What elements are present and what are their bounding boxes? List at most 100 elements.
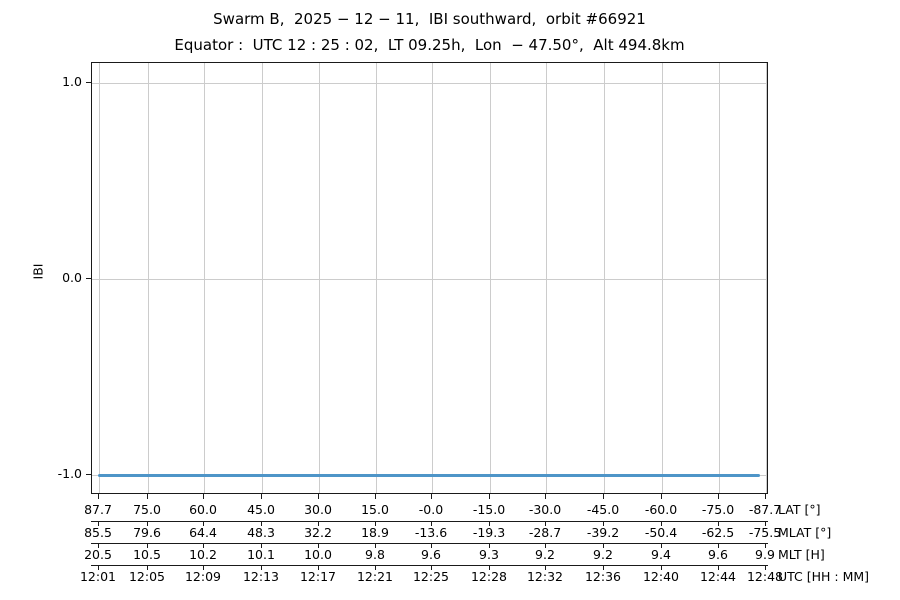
x-gridline bbox=[99, 63, 100, 493]
x-tick-mark bbox=[765, 543, 766, 548]
x-tick-mark bbox=[545, 521, 546, 526]
x-tick-mark bbox=[661, 494, 662, 499]
x-tick-mark bbox=[261, 543, 262, 548]
x-tick-label: 79.6 bbox=[133, 525, 161, 540]
x-tick-label: 9.8 bbox=[365, 547, 385, 562]
x-axis-row-name: LAT [°] bbox=[778, 502, 821, 517]
x-tick-label: 12:32 bbox=[526, 569, 564, 584]
x-tick-label: -39.2 bbox=[586, 525, 620, 540]
x-tick-label: -60.0 bbox=[644, 502, 678, 517]
x-tick-mark bbox=[261, 565, 262, 570]
x-gridline bbox=[546, 63, 547, 493]
x-tick-label: 18.9 bbox=[361, 525, 389, 540]
x-tick-label: 12:09 bbox=[184, 569, 222, 584]
x-tick-mark bbox=[431, 521, 432, 526]
x-gridline bbox=[148, 63, 149, 493]
y-tick-mark bbox=[86, 278, 91, 279]
x-tick-label: 60.0 bbox=[189, 502, 217, 517]
x-gridline bbox=[319, 63, 320, 493]
x-tick-label: -13.6 bbox=[414, 525, 448, 540]
x-tick-mark bbox=[489, 543, 490, 548]
x-tick-mark bbox=[147, 494, 148, 499]
x-tick-mark bbox=[545, 543, 546, 548]
x-tick-mark bbox=[98, 543, 99, 548]
y-tick-label: -1.0 bbox=[57, 466, 82, 482]
x-tick-mark bbox=[98, 494, 99, 499]
x-tick-label: -30.0 bbox=[528, 502, 562, 517]
x-tick-label: -87.7 bbox=[748, 502, 782, 517]
x-tick-mark bbox=[603, 494, 604, 499]
x-gridline bbox=[662, 63, 663, 493]
x-tick-mark bbox=[98, 565, 99, 570]
y-tick-mark bbox=[86, 474, 91, 476]
x-tick-mark bbox=[489, 494, 490, 499]
x-tick-label: 12:40 bbox=[642, 569, 680, 584]
x-gridline bbox=[204, 63, 205, 493]
x-tick-label: 12:36 bbox=[584, 569, 622, 584]
chart-title-line2: Equator : UTC 12 : 25 : 02, LT 09.25h, L… bbox=[174, 36, 685, 54]
x-tick-label: 12:17 bbox=[299, 569, 337, 584]
x-tick-mark bbox=[318, 565, 319, 570]
x-tick-mark bbox=[318, 543, 319, 548]
x-tick-mark bbox=[375, 521, 376, 526]
x-tick-mark bbox=[375, 543, 376, 548]
x-tick-mark bbox=[765, 521, 766, 526]
x-tick-mark bbox=[765, 494, 766, 499]
x-tick-mark bbox=[661, 543, 662, 548]
x-gridline bbox=[376, 63, 377, 493]
x-tick-label: 9.2 bbox=[593, 547, 613, 562]
x-tick-label: 10.5 bbox=[133, 547, 161, 562]
x-tick-mark bbox=[203, 521, 204, 526]
x-tick-label: 12:25 bbox=[412, 569, 450, 584]
x-tick-mark bbox=[431, 543, 432, 548]
x-tick-mark bbox=[203, 543, 204, 548]
x-tick-mark bbox=[147, 521, 148, 526]
x-tick-mark bbox=[661, 565, 662, 570]
x-tick-mark bbox=[98, 521, 99, 526]
x-tick-mark bbox=[603, 543, 604, 548]
x-tick-mark bbox=[203, 494, 204, 499]
x-gridline bbox=[262, 63, 263, 493]
x-tick-mark bbox=[718, 521, 719, 526]
x-tick-mark bbox=[545, 494, 546, 499]
x-tick-mark bbox=[765, 565, 766, 570]
x-tick-mark bbox=[375, 565, 376, 570]
chart-title-line1: Swarm B, 2025 − 12 − 11, IBI southward, … bbox=[213, 10, 646, 28]
x-tick-label: 12:01 bbox=[79, 569, 117, 584]
x-tick-mark bbox=[318, 521, 319, 526]
x-axis-row-line bbox=[91, 521, 768, 522]
x-tick-label: 10.2 bbox=[189, 547, 217, 562]
x-tick-mark bbox=[431, 565, 432, 570]
x-axis-row-name: UTC [HH : MM] bbox=[778, 569, 870, 584]
x-tick-mark bbox=[489, 565, 490, 570]
x-tick-label: 48.3 bbox=[247, 525, 275, 540]
x-tick-label: -75.0 bbox=[701, 502, 735, 517]
x-tick-mark bbox=[718, 494, 719, 499]
y-gridline bbox=[92, 82, 767, 84]
x-tick-label: 87.7 bbox=[84, 502, 112, 517]
x-tick-mark bbox=[147, 565, 148, 570]
y-gridline bbox=[92, 279, 767, 280]
x-tick-mark bbox=[318, 494, 319, 499]
x-axis-row-name: MLAT [°] bbox=[778, 525, 832, 540]
x-tick-mark bbox=[261, 494, 262, 499]
x-tick-label: -0.0 bbox=[418, 502, 444, 517]
x-tick-label: 10.0 bbox=[304, 547, 332, 562]
x-tick-label: 64.4 bbox=[189, 525, 217, 540]
x-tick-label: -50.4 bbox=[644, 525, 678, 540]
x-tick-mark bbox=[661, 521, 662, 526]
x-tick-label: 15.0 bbox=[361, 502, 389, 517]
x-tick-label: -45.0 bbox=[586, 502, 620, 517]
x-tick-label: 12:44 bbox=[699, 569, 737, 584]
x-tick-label: 9.6 bbox=[708, 547, 728, 562]
x-axis-row-name: MLT [H] bbox=[778, 547, 825, 562]
x-tick-label: 9.4 bbox=[651, 547, 671, 562]
x-tick-mark bbox=[203, 565, 204, 570]
x-tick-label: 9.6 bbox=[421, 547, 441, 562]
x-tick-mark bbox=[718, 565, 719, 570]
y-tick-mark bbox=[86, 81, 91, 83]
x-tick-label: -62.5 bbox=[701, 525, 735, 540]
x-gridline bbox=[604, 63, 605, 493]
x-tick-mark bbox=[545, 565, 546, 570]
x-tick-label: 75.0 bbox=[133, 502, 161, 517]
